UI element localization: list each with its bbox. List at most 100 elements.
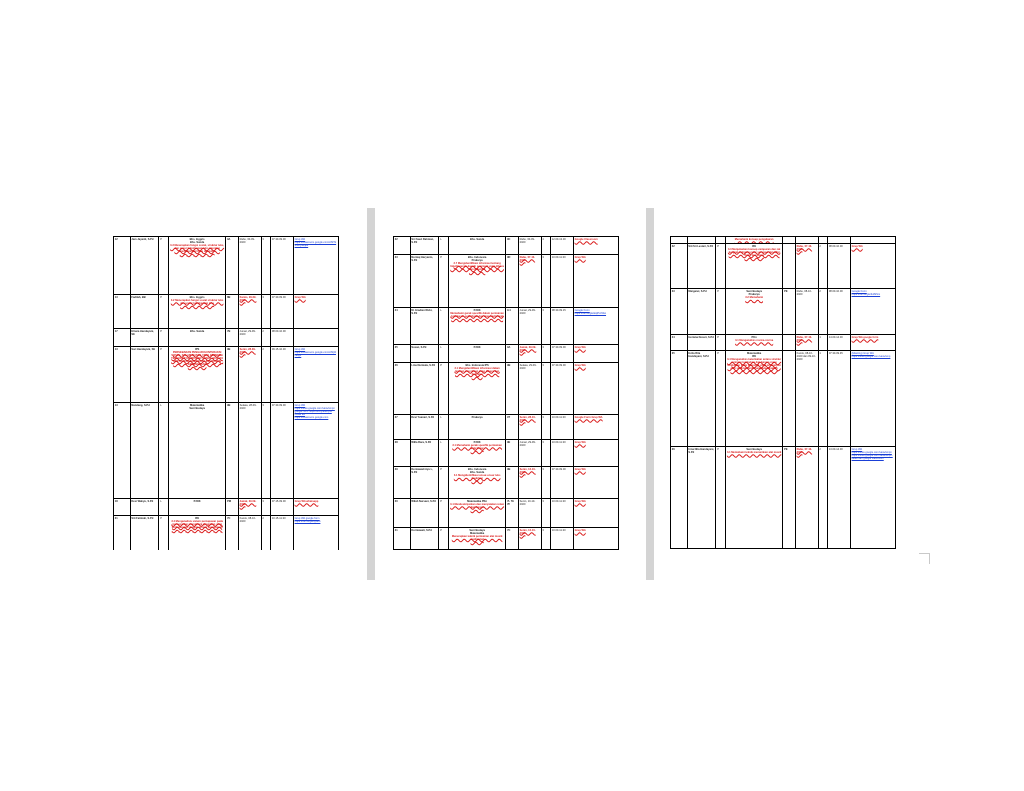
class-cell: PE <box>782 288 796 335</box>
date-text: Jumat, 29-09-2020 <box>519 345 537 352</box>
hours-cell: 2 <box>260 515 272 550</box>
hours-cell-text: 2 <box>262 329 264 333</box>
hours-cell: 2 <box>260 346 272 403</box>
time-cell: 10.00-11.30 <box>550 414 574 440</box>
material-text: Menerapkan teknik permainan alat musik t… <box>451 534 503 541</box>
class-cell: 9T <box>505 414 519 440</box>
table-row: 31 Kurniawati, S.Pd P Seni Budaya Matematika… <box>393 527 619 550</box>
subject-name-2: Matematika <box>470 531 485 535</box>
gender-cell-text: P <box>160 329 162 333</box>
subject-name: PKn <box>751 335 757 339</box>
media-text[interactable]: Grup WA https://classroom.google.com/c/M… <box>294 347 336 357</box>
subject-name: PJOK <box>473 345 481 349</box>
class-cell-text: 9E <box>507 440 511 444</box>
subject-name: Matematika <box>747 351 762 355</box>
material-text: 3.2 Menerapkan fungsi sosial struktur te… <box>170 298 224 305</box>
teacher-name-text: Kurniawati, S.Pd <box>411 528 432 532</box>
media-cell: Grup WA https://classroom.google.com/c/M… <box>292 346 339 403</box>
time-cell-text: 08.00-10.00 <box>828 289 843 293</box>
hours-cell-text: 3 <box>542 528 544 532</box>
hours-cell: 1 <box>817 334 829 351</box>
table-row: 28 Willa Rara, S.Pd L PJOK 3.1 Memahami gera… <box>393 439 619 467</box>
time-cell-text: 12.00-13.30 <box>551 237 566 241</box>
date-cell: Kamis, 29-09-2020 <box>237 294 262 329</box>
hours-cell-text: 3 <box>262 237 264 241</box>
time-cell-text: 13.00-14.30 <box>828 447 843 451</box>
time-cell: 09.15-10.30 <box>270 346 294 403</box>
teacher-name: Wilah Nursani, S.Pd <box>409 498 440 528</box>
class-cell <box>782 243 796 289</box>
time-cell: 10.00-11.30 <box>550 254 574 308</box>
class-cell: 7L 7E 7F <box>505 498 519 528</box>
class-cell: 9B <box>225 402 239 499</box>
gender-cell-text: L <box>440 345 442 349</box>
teacher-name-text: Siti Fatimah, S.Pd <box>131 516 154 520</box>
subject-cell: Seni Budaya 3.1 Memahami teknik memainkan… <box>724 446 784 549</box>
date-cell: Selasa, 29-09-2020 <box>517 362 542 415</box>
class-cell-text: 9D <box>507 255 511 259</box>
subject-name-2: Prakarya <box>748 292 760 296</box>
row-number: 17 <box>113 328 131 347</box>
media-text[interactable]: Grup WA https://classroom.google.com/c/M… <box>294 237 337 247</box>
class-cell-text: 9B <box>227 347 231 351</box>
row-number-text: 25 <box>394 345 398 349</box>
table-row: 13 Sari Handayani, SE P IPS PERSEBARAN PENGA… <box>113 346 339 403</box>
media-cell: Google Form Grup WA <box>572 414 619 440</box>
media-text[interactable]: Google Form https://forms.gle/3x8kSm <box>851 289 881 296</box>
hours-cell-text: 3 <box>542 255 544 259</box>
time-cell-text: 10.00-11.30 <box>551 528 566 532</box>
hours-cell: 4 <box>540 236 552 255</box>
class-cell-text: 8B <box>227 295 231 299</box>
time-cell-text: 07.30-09.45 <box>828 351 843 355</box>
time-cell-text: 07.30-09.00 <box>271 403 286 407</box>
gender-cell: P <box>715 288 726 335</box>
teacher-name-text: Devi Yuanari, S.Pd <box>411 415 435 419</box>
media-text[interactable]: Google Form https://forms.gle/kAjPcr6bw <box>574 308 607 315</box>
media-text[interactable]: Grup WA https://sites.google.com/view/sm… <box>294 403 335 419</box>
hours-cell-text: 3 <box>542 499 544 503</box>
material-text: PERSEBARAN PENGARUH INTERAKSI SOSIAL DAL… <box>171 350 224 367</box>
date-text: Rabu, 07-10-2020 <box>796 244 813 251</box>
date-text: Kamis, 29-09-2020 <box>239 295 257 302</box>
subject-name: Matematika PKn <box>467 499 488 503</box>
media-text[interactable]: Grup WA google form https://forms.gle/QA… <box>294 516 321 523</box>
gender-cell: L <box>438 414 449 440</box>
media-cell: Grup WA <box>572 498 619 528</box>
row-number: 31 <box>393 527 411 550</box>
class-cell-text: 9B <box>507 467 511 471</box>
media-cell: Grup WA <box>572 466 619 499</box>
gender-cell: L <box>158 402 169 499</box>
date-text: Kamis, 08-10-2020 <box>239 516 256 523</box>
subject-name: PJOK <box>193 499 201 503</box>
class-cell-text: 9T <box>507 415 511 419</box>
media-cell: Grup WA https://classroom.google.com/c/M… <box>292 236 339 295</box>
table-row: 17 Elnara Handayani, SE P Bhs. Sunda 7B Jumat… <box>113 328 339 347</box>
hours-cell: 3 <box>260 402 272 499</box>
teacher-name-text: Margaret, S.Pd <box>688 289 707 293</box>
media-text[interactable]: (Meeting) Grup WA https://sites.google.c… <box>851 351 891 358</box>
schedule-table: 22 Sri Fauzi Rahman, S.Pd L Bhs. Sunda 9C Rab… <box>393 236 619 550</box>
row-number-text: 13 <box>114 295 118 299</box>
teacher-name: Sari Handayani, SE <box>129 346 160 403</box>
subject-name-2: Bhs. Sunda <box>469 470 485 474</box>
media-cell: Google Form https://forms.gle/3x8kSm <box>849 288 896 335</box>
time-cell-text: 14.00-14.30 <box>828 335 843 339</box>
table-row: 26 Lina Nurmala, S.Pd P Bhs. Indonesia IPS 3… <box>393 362 619 415</box>
teacher-name: Nurmaj Haryanto, S.Pd <box>409 254 440 308</box>
class-cell-text: 9C <box>507 237 511 241</box>
material-text: 3.3 Menjelaskan konsep campuran dan zat … <box>727 247 781 257</box>
media-text[interactable]: Grup WA https://sites.google.com/view/sm… <box>851 447 893 460</box>
class-cell-text: PE <box>784 289 788 293</box>
subject-name: Matematika <box>190 403 205 407</box>
hours-cell: 2 <box>817 446 829 549</box>
class-cell <box>782 236 796 244</box>
time-cell: 08.00-10.00 <box>827 288 851 335</box>
subject-cell: Bhs. Sunda <box>167 328 227 347</box>
date-text: Selasa, 29-09-2020 <box>519 363 537 370</box>
date-text: Rabu, 07-10-2020 <box>796 335 813 342</box>
row-number: 12 <box>113 236 131 295</box>
date-text: Jumat, 29-09-2020 <box>239 499 257 506</box>
subject-name: Seni Budaya <box>746 289 762 293</box>
time-cell: 14.00-14.30 <box>827 334 851 351</box>
date-cell: Rabu, 30-09-2020 <box>237 236 262 295</box>
